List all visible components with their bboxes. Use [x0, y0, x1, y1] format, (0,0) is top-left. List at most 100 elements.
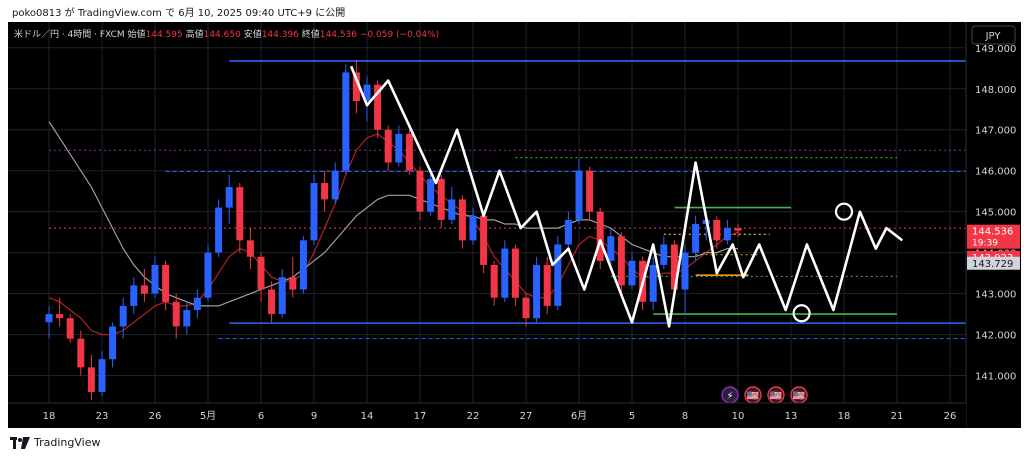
x-tick-label: 8 [682, 411, 688, 422]
candle-body [713, 219, 721, 241]
event-marker-glyph: 🇺🇸 [793, 390, 806, 402]
candle [289, 256, 297, 298]
candle [257, 252, 265, 302]
candle-body [384, 129, 392, 163]
footer[interactable]: TradingView [10, 436, 100, 449]
candle [87, 355, 95, 401]
candle-body [723, 228, 731, 241]
candle [45, 305, 53, 339]
candle-body [299, 240, 307, 290]
candle-body [480, 215, 488, 265]
price-label-bg [967, 256, 1020, 270]
candle-body [416, 170, 424, 212]
candle-body [268, 289, 276, 315]
candle [723, 219, 731, 245]
candle [458, 195, 466, 249]
candle-body [66, 318, 74, 339]
candle-body [533, 264, 541, 319]
publish-header: poko0813 が TradingView.com で 6月 10, 2025… [12, 8, 346, 19]
candle [310, 174, 318, 245]
candle [511, 244, 519, 306]
candle [469, 207, 477, 245]
candle-body [87, 367, 95, 392]
y-tick-label: 148.000 [975, 85, 1016, 96]
candle-body [564, 219, 572, 245]
candle-body [98, 359, 106, 392]
candle [564, 211, 572, 249]
y-tick-label: 145.000 [975, 208, 1016, 219]
candle [236, 183, 244, 253]
candle-body [140, 285, 148, 294]
candle [77, 330, 85, 376]
candle [66, 314, 74, 343]
candle [140, 269, 148, 302]
candle [268, 281, 276, 323]
candle-body [236, 187, 244, 241]
candle-body [331, 170, 339, 200]
candle [395, 125, 403, 167]
price-axis: 149.000148.000147.000146.000145.000144.0… [965, 22, 1021, 428]
ohlc-legend: 米ドル／円 · 4時間 · FXCM 始値144.595 高値144.650 安… [14, 28, 439, 40]
candle-body [257, 256, 265, 290]
candle [490, 260, 498, 306]
candle-body [670, 244, 678, 290]
candle [374, 80, 382, 138]
zigzag-line [349, 65, 904, 328]
x-tick-label: 23 [96, 411, 109, 422]
chart-frame[interactable]: ⚡ 🇺🇸 🇺🇸 🇺🇸 149.000 148.000 147.000 146.000 145.… [8, 22, 1021, 428]
level-lines [49, 60, 966, 340]
candle [321, 170, 329, 212]
x-tick-label: 5 [629, 411, 635, 422]
candle [405, 129, 413, 175]
candle-body [607, 236, 615, 261]
candle-body [151, 264, 159, 294]
candle [352, 60, 360, 114]
x-tick-label: 13 [785, 411, 798, 422]
y-tick-label: 146.000 [975, 167, 1016, 178]
candle-body [130, 285, 138, 306]
currency-label: JPY [985, 31, 1002, 42]
candle-body [511, 248, 519, 298]
ohlc-legend-text: 米ドル／円 · 4時間 · FXCM 始値144.595 高値144.650 安… [14, 28, 439, 40]
x-tick-label: 27 [520, 411, 533, 422]
candle [501, 240, 509, 302]
candle-body [575, 170, 583, 220]
candle [183, 301, 191, 335]
tradingview-logo-icon [10, 436, 30, 449]
candle-body [596, 211, 604, 261]
candle [480, 211, 488, 274]
candles [45, 60, 742, 401]
candle [151, 256, 159, 298]
candle-body [543, 264, 551, 306]
candle-body [363, 84, 371, 102]
y-tick-label: 141.000 [975, 372, 1016, 383]
circle-marker-1 [792, 304, 811, 323]
candle-body [681, 252, 689, 290]
event-marker-2: 🇺🇸 [767, 386, 785, 404]
candle [299, 236, 307, 294]
candle-body [289, 277, 297, 290]
candle [660, 236, 668, 270]
price-chart[interactable]: ⚡ 🇺🇸 🇺🇸 🇺🇸 149.000 148.000 147.000 146.000 145.… [8, 22, 1021, 428]
candle-body [490, 264, 498, 298]
candle-body [734, 228, 742, 231]
candle [119, 297, 127, 339]
candle [713, 215, 721, 249]
y-tick-label: 149.000 [975, 44, 1016, 55]
zigzag-overlay [349, 65, 904, 328]
x-tick-label: 26 [944, 411, 957, 422]
candle-body [649, 264, 657, 302]
candle [649, 256, 657, 311]
candle-body [405, 133, 413, 171]
x-tick-label: 18 [43, 411, 56, 422]
candle-body [448, 199, 456, 220]
candle-body [692, 223, 700, 253]
candle-body [119, 305, 127, 327]
candle [342, 64, 350, 175]
footer-brand: TradingView [34, 436, 101, 449]
candle [681, 244, 689, 315]
candle [628, 252, 636, 290]
candle [215, 199, 223, 257]
candle-body [56, 314, 64, 319]
candle-body [342, 72, 350, 171]
